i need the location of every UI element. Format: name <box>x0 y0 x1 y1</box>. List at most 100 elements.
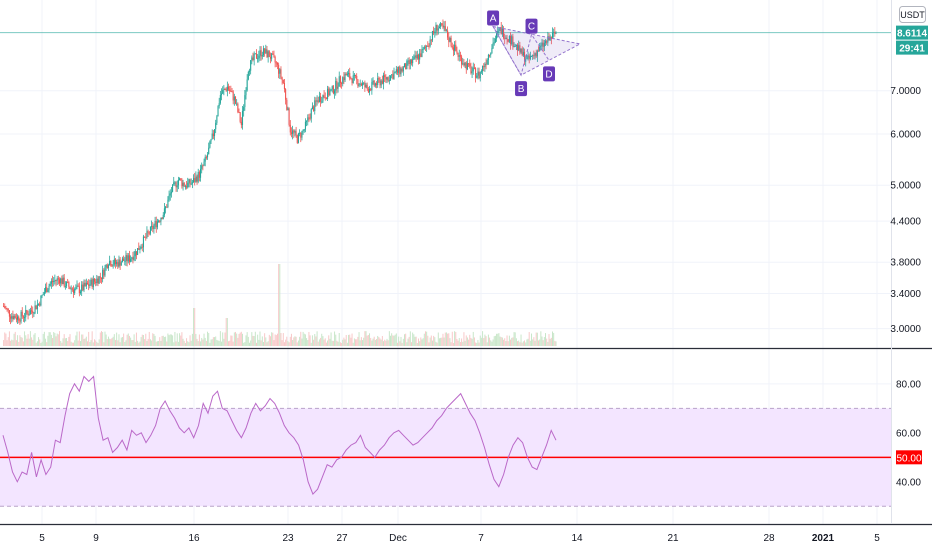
candle <box>203 158 205 167</box>
volume-bar <box>289 336 291 346</box>
candle-body <box>551 32 554 39</box>
candle-body <box>386 77 388 80</box>
candle <box>89 279 91 289</box>
candle-body <box>296 135 298 143</box>
candle <box>45 283 47 294</box>
candle <box>271 52 273 62</box>
candle-body <box>357 79 359 86</box>
volume-bar <box>420 337 422 346</box>
volume-bar <box>61 342 63 346</box>
candle <box>433 26 435 36</box>
candle-body <box>6 308 8 310</box>
volume-bar <box>13 333 15 346</box>
candle-body <box>492 42 494 49</box>
candle-body <box>550 36 552 39</box>
candle <box>99 272 101 283</box>
candle <box>12 310 14 322</box>
volume-bar <box>62 338 64 346</box>
candle <box>358 83 360 88</box>
volume-bar <box>209 342 211 346</box>
candle <box>415 51 417 62</box>
volume-bar <box>286 336 288 346</box>
volume-bar <box>59 331 61 346</box>
candle-body <box>83 282 85 291</box>
candle <box>339 75 341 88</box>
candle-body <box>554 31 556 34</box>
volume-bar <box>555 341 557 346</box>
volume-bar <box>552 331 553 346</box>
volume-bar <box>68 336 70 346</box>
candle-body <box>210 139 212 142</box>
candle <box>317 96 319 104</box>
volume-bar <box>554 340 556 346</box>
candle-body <box>165 206 167 209</box>
volume-bar <box>307 340 309 346</box>
candle-body <box>372 80 374 83</box>
pattern-point-d[interactable]: D <box>543 66 556 82</box>
currency-button[interactable]: USDT <box>899 6 926 23</box>
candle-body <box>100 277 103 280</box>
volume-bar <box>162 335 164 346</box>
candle <box>373 80 375 88</box>
candle-body <box>194 178 196 182</box>
candle <box>81 281 83 297</box>
rsi-axis[interactable]: 40.00 60.00 80.00 <box>896 379 921 488</box>
candle <box>146 226 148 239</box>
volume-bar <box>472 331 474 346</box>
bar-countdown-tag: 29:41 <box>896 40 928 55</box>
volume-bar <box>78 331 80 346</box>
volume-bar <box>47 335 49 346</box>
candle-body <box>389 75 392 81</box>
candle <box>436 24 438 36</box>
pattern-point-a[interactable]: A <box>487 10 500 26</box>
candle-body <box>534 53 536 56</box>
volume-bar <box>304 334 306 346</box>
pattern-point-b[interactable]: B <box>515 81 528 97</box>
candle <box>272 50 274 55</box>
volume-bar <box>370 337 372 346</box>
candle <box>357 79 359 88</box>
candle-body <box>218 103 220 107</box>
candle-body <box>208 147 210 155</box>
candle <box>379 77 381 89</box>
candle <box>543 39 545 52</box>
candle-body <box>64 286 66 288</box>
candle-body <box>507 39 509 42</box>
pattern-point-c[interactable]: C <box>525 18 538 34</box>
time-axis[interactable]: 5 9 16 23 27 Dec 7 14 21 28 2021 5 <box>39 533 880 544</box>
volume-bar <box>39 339 41 346</box>
candle-body <box>400 68 402 75</box>
volume-bar <box>50 334 52 346</box>
candle <box>476 72 478 79</box>
candle <box>483 63 485 72</box>
candle-body <box>513 46 515 48</box>
candle <box>323 90 325 99</box>
candle-body <box>18 316 20 321</box>
candle-body <box>325 98 327 100</box>
volume-bar <box>517 341 519 346</box>
candle-body <box>177 179 179 186</box>
candle <box>424 44 427 52</box>
candle <box>35 305 37 310</box>
candle-body <box>107 265 110 269</box>
candle-body <box>294 131 296 133</box>
volume-bar <box>505 341 507 346</box>
candle <box>183 182 185 187</box>
candle <box>366 82 368 91</box>
price-pane[interactable] <box>0 0 892 348</box>
candle-body <box>236 103 238 105</box>
volume-bar <box>473 337 475 346</box>
candle-body <box>152 225 154 230</box>
candle <box>470 62 472 75</box>
candle <box>195 171 197 183</box>
price-axis[interactable]: 3.0000 3.4000 3.8000 4.4000 5.0000 6.0000 7.00… <box>890 86 921 335</box>
rsi-mid-tag: 50.00 <box>896 450 922 465</box>
volume-bar <box>331 340 333 346</box>
candle <box>18 315 20 324</box>
volume-bar <box>267 341 269 346</box>
candle <box>21 307 23 319</box>
volume-bar <box>504 338 506 346</box>
candle <box>10 314 12 325</box>
volume-bar <box>313 339 315 346</box>
candle-body <box>257 58 259 60</box>
